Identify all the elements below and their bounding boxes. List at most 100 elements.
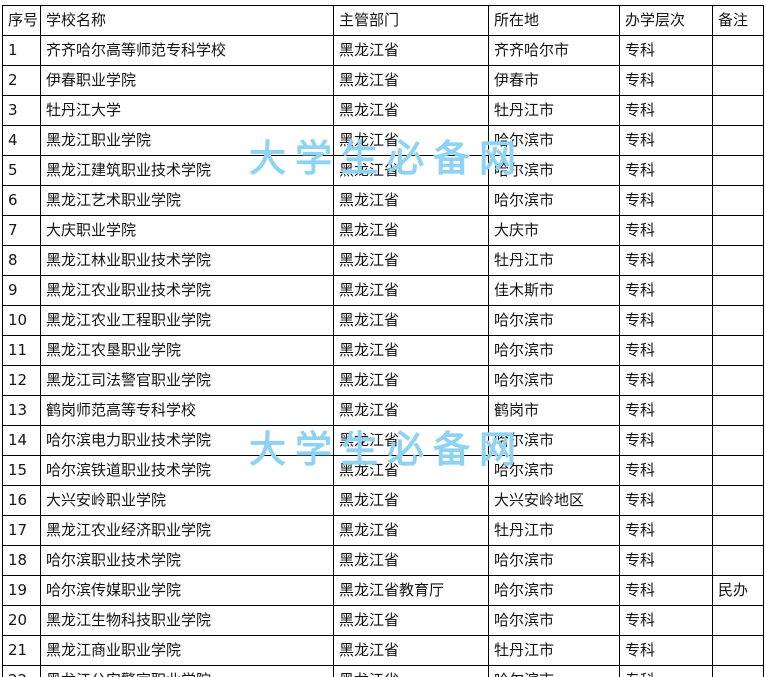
cell-loc-text: 哈尔滨市 bbox=[494, 580, 555, 599]
cell-remark bbox=[712, 545, 764, 576]
column-header-dept: 主管部门 bbox=[333, 5, 489, 36]
cell-level: 专科 bbox=[619, 305, 713, 336]
cell-index: 22 bbox=[2, 665, 41, 677]
table-row: 8 黑龙江林业职业技术学院 黑龙江省 牡丹江市 专科 bbox=[2, 245, 764, 276]
cell-dept: 黑龙江省 bbox=[333, 335, 489, 366]
table-row: 11 黑龙江农垦职业学院 黑龙江省 哈尔滨市 专科 bbox=[2, 335, 764, 366]
cell-index-text: 22 bbox=[8, 671, 27, 677]
cell-index-text: 19 bbox=[8, 580, 28, 599]
cell-name-text: 哈尔滨铁道职业技术学院 bbox=[46, 460, 212, 479]
cell-dept: 黑龙江省 bbox=[333, 515, 489, 546]
cell-index-text: 20 bbox=[8, 610, 28, 629]
cell-level: 专科 bbox=[619, 395, 713, 426]
cell-loc-text: 哈尔滨市 bbox=[494, 430, 555, 449]
cell-index-text: 2 bbox=[8, 70, 18, 89]
cell-dept-text: 黑龙江省 bbox=[339, 190, 400, 209]
cell-level-text: 专科 bbox=[625, 430, 656, 449]
cell-name: 黑龙江农垦职业学院 bbox=[40, 335, 334, 366]
cell-dept-text: 黑龙江省 bbox=[339, 250, 400, 269]
cell-loc-text: 哈尔滨市 bbox=[494, 190, 555, 209]
cell-level-text: 专科 bbox=[625, 550, 656, 569]
cell-loc-text: 牡丹江市 bbox=[494, 100, 555, 119]
cell-index: 16 bbox=[2, 485, 41, 516]
cell-name-text: 黑龙江农业经济职业学院 bbox=[46, 520, 212, 539]
cell-level-text: 专科 bbox=[625, 490, 656, 509]
column-header-loc-label: 所在地 bbox=[494, 10, 540, 29]
cell-level-text: 专科 bbox=[625, 370, 656, 389]
cell-name-text: 黑龙江建筑职业技术学院 bbox=[46, 160, 212, 179]
cell-dept-text: 黑龙江省 bbox=[339, 490, 400, 509]
table-row: 18 哈尔滨职业技术学院 黑龙江省 哈尔滨市 专科 bbox=[2, 545, 764, 576]
cell-loc-text: 哈尔滨市 bbox=[494, 610, 555, 629]
cell-index-text: 21 bbox=[8, 640, 28, 659]
cell-dept-text: 黑龙江省 bbox=[339, 340, 400, 359]
cell-name: 大兴安岭职业学院 bbox=[40, 485, 334, 516]
table-row: 3 牡丹江大学 黑龙江省 牡丹江市 专科 bbox=[2, 95, 764, 126]
cell-name: 黑龙江职业学院 bbox=[40, 125, 334, 156]
cell-loc-text: 哈尔滨市 bbox=[494, 370, 555, 389]
cell-name: 大庆职业学院 bbox=[40, 215, 334, 246]
cell-index-text: 16 bbox=[8, 490, 28, 509]
cell-dept: 黑龙江省 bbox=[333, 365, 489, 396]
school-table-container: 序号 学校名称 主管部门 所在地 办学层次 备注 1 齐齐哈尔高等师范专科学校 黑龙… bbox=[2, 5, 764, 677]
cell-index-text: 10 bbox=[8, 310, 28, 329]
cell-loc-text: 哈尔滨市 bbox=[494, 160, 555, 179]
cell-name: 黑龙江司法警官职业学院 bbox=[40, 365, 334, 396]
cell-loc-text: 牡丹江市 bbox=[494, 520, 555, 539]
cell-remark bbox=[712, 515, 764, 546]
cell-dept: 黑龙江省 bbox=[333, 245, 489, 276]
cell-remark bbox=[712, 395, 764, 426]
cell-name-text: 黑龙江农垦职业学院 bbox=[46, 340, 182, 359]
table-row: 10 黑龙江农业工程职业学院 黑龙江省 哈尔滨市 专科 bbox=[2, 305, 764, 336]
cell-dept: 黑龙江省 bbox=[333, 305, 489, 336]
cell-level: 专科 bbox=[619, 95, 713, 126]
cell-name-text: 牡丹江大学 bbox=[46, 100, 122, 119]
table-row: 13 鹤岗师范高等专科学校 黑龙江省 鹤岗市 专科 bbox=[2, 395, 764, 426]
cell-loc: 哈尔滨市 bbox=[488, 365, 620, 396]
cell-loc-text: 哈尔滨市 bbox=[494, 550, 555, 569]
cell-dept-text: 黑龙江省 bbox=[339, 550, 400, 569]
cell-remark bbox=[712, 665, 764, 677]
table-row: 9 黑龙江农业职业技术学院 黑龙江省 佳木斯市 专科 bbox=[2, 275, 764, 306]
cell-remark bbox=[712, 65, 764, 96]
cell-name: 哈尔滨传媒职业学院 bbox=[40, 575, 334, 606]
cell-dept: 黑龙江省 bbox=[333, 125, 489, 156]
cell-level-text: 专科 bbox=[625, 671, 655, 677]
cell-index: 2 bbox=[2, 65, 41, 96]
cell-index: 9 bbox=[2, 275, 41, 306]
cell-index: 20 bbox=[2, 605, 41, 636]
cell-loc: 鹤岗市 bbox=[488, 395, 620, 426]
table-row: 6 黑龙江艺术职业学院 黑龙江省 哈尔滨市 专科 bbox=[2, 185, 764, 216]
cell-loc: 哈尔滨市 bbox=[488, 185, 620, 216]
cell-index-text: 4 bbox=[8, 130, 18, 149]
cell-level: 专科 bbox=[619, 635, 713, 666]
cell-level: 专科 bbox=[619, 605, 713, 636]
table-row: 20 黑龙江生物科技职业学院 黑龙江省 哈尔滨市 专科 bbox=[2, 605, 764, 636]
cell-loc: 哈尔滨市 bbox=[488, 335, 620, 366]
cell-level-text: 专科 bbox=[625, 340, 656, 359]
table-header-row: 序号 学校名称 主管部门 所在地 办学层次 备注 bbox=[2, 5, 764, 36]
cell-level-text: 专科 bbox=[625, 460, 656, 479]
cell-remark bbox=[712, 485, 764, 516]
table-row: 17 黑龙江农业经济职业学院 黑龙江省 牡丹江市 专科 bbox=[2, 515, 764, 546]
cell-name: 伊春职业学院 bbox=[40, 65, 334, 96]
cell-loc: 哈尔滨市 bbox=[488, 125, 620, 156]
cell-name-text: 哈尔滨电力职业技术学院 bbox=[46, 430, 212, 449]
cell-name-text: 黑龙江职业学院 bbox=[46, 130, 152, 149]
cell-dept-text: 黑龙江省 bbox=[339, 130, 400, 149]
cell-name: 哈尔滨铁道职业技术学院 bbox=[40, 455, 334, 486]
cell-dept: 黑龙江省 bbox=[333, 35, 489, 66]
cell-dept: 黑龙江省 bbox=[333, 395, 489, 426]
cell-loc: 哈尔滨市 bbox=[488, 455, 620, 486]
cell-index-text: 13 bbox=[8, 400, 28, 419]
cell-loc-text: 哈尔滨市 bbox=[494, 460, 555, 479]
column-header-index-label: 序号 bbox=[8, 10, 39, 29]
cell-dept: 黑龙江省 bbox=[333, 65, 489, 96]
cell-loc: 牡丹江市 bbox=[488, 245, 620, 276]
cell-name: 鹤岗师范高等专科学校 bbox=[40, 395, 334, 426]
cell-dept-text: 黑龙江省 bbox=[339, 640, 400, 659]
cell-level: 专科 bbox=[619, 425, 713, 456]
cell-loc: 哈尔滨市 bbox=[488, 575, 620, 606]
cell-level-text: 专科 bbox=[625, 310, 656, 329]
cell-remark bbox=[712, 275, 764, 306]
